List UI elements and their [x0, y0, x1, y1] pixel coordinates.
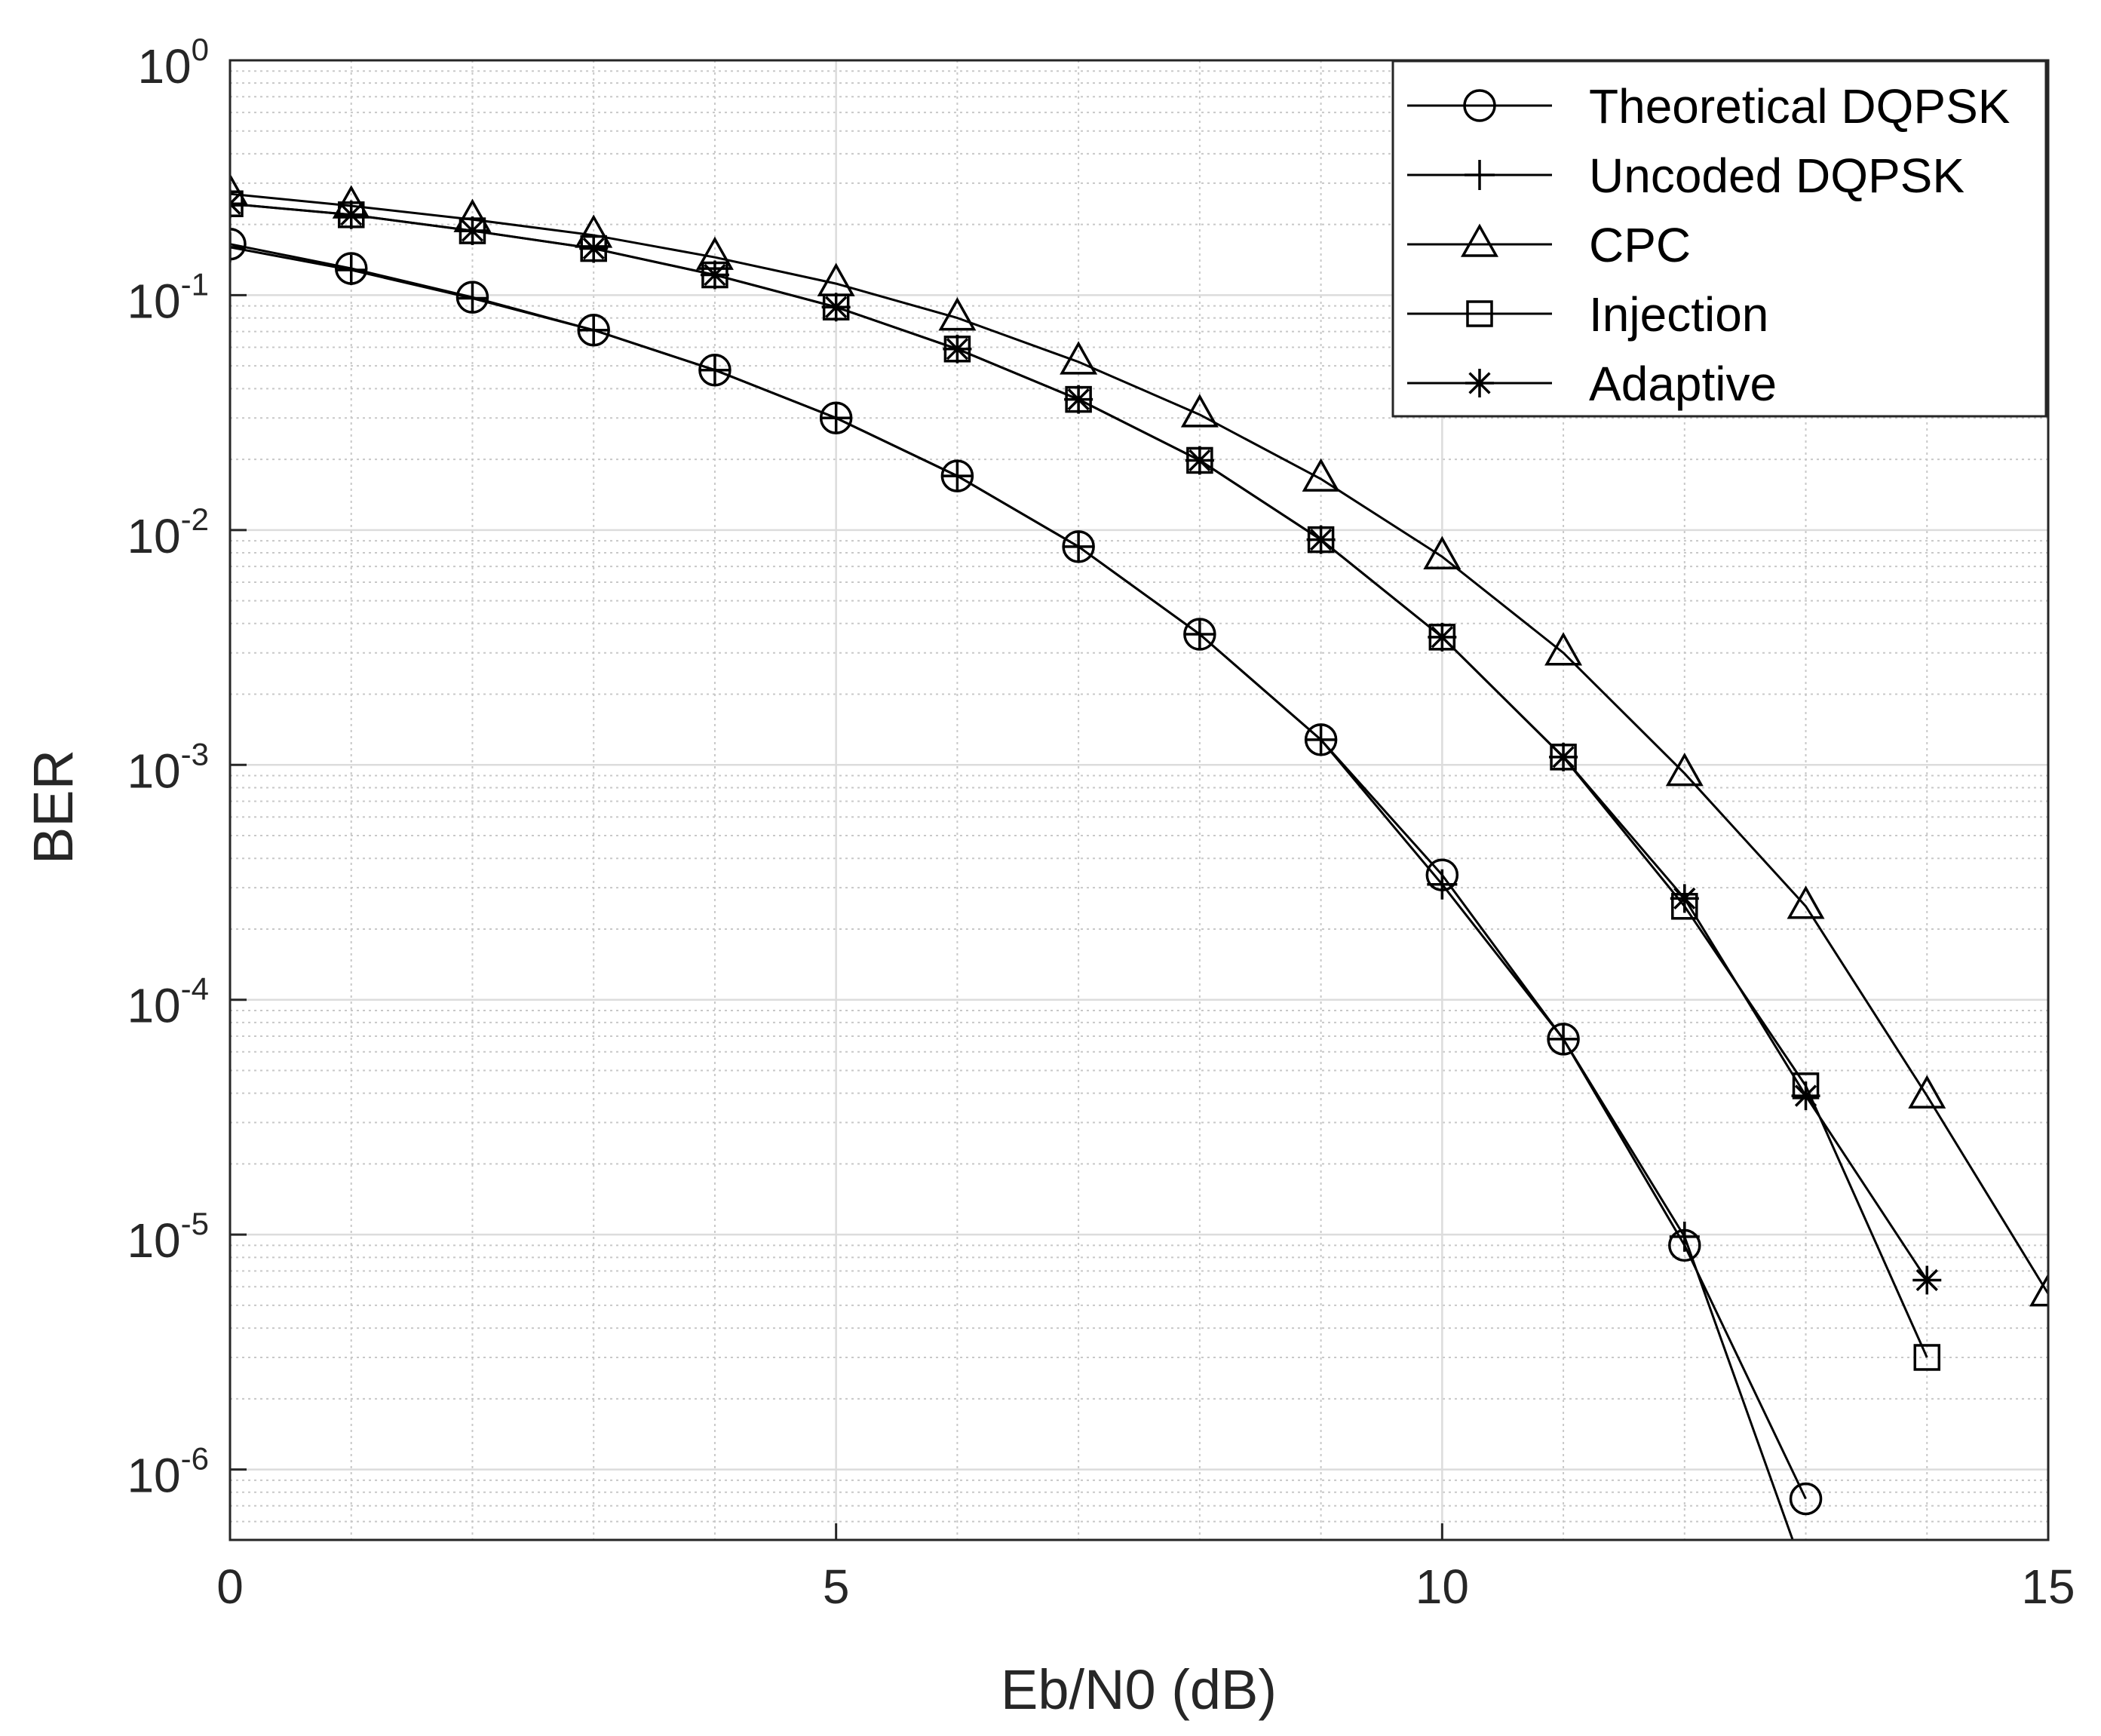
- axis-ticks: 0 5 10 15 100 10-1 10-2 10-3 10-4 10-5 10-6: [127, 32, 2075, 1614]
- data-point-adaptive: [1428, 622, 1457, 652]
- data-point-uncoded-dqpsk: [336, 255, 367, 286]
- data-point-cpc: [1060, 341, 1098, 375]
- data-point-adaptive: [1064, 385, 1093, 414]
- data-point-adaptive: [821, 293, 851, 322]
- y-tick-label: 100: [137, 32, 209, 94]
- data-point-cpc: [1908, 1075, 1946, 1109]
- x-tick-label: 5: [823, 1560, 850, 1614]
- data-point-adaptive: [1670, 884, 1699, 913]
- data-point-adaptive: [1791, 1081, 1820, 1111]
- data-point-cpc: [1787, 885, 1825, 919]
- legend-marker-theoretical-dqpsk: [1463, 89, 1496, 122]
- data-point-adaptive: [700, 260, 729, 290]
- legend-item-uncoded-dqpsk: Uncoded DQPSK: [1407, 149, 1965, 203]
- data-point-adaptive: [458, 216, 487, 246]
- data-point-uncoded-dqpsk: [230, 232, 245, 262]
- data-point-cpc: [1302, 458, 1340, 492]
- data-point-uncoded-dqpsk: [1669, 1221, 1700, 1252]
- data-point-cpc: [1423, 535, 1461, 569]
- data-point-cpc: [1180, 394, 1219, 428]
- y-tick-label: 10-5: [127, 1206, 209, 1268]
- data-point-uncoded-dqpsk: [578, 314, 609, 345]
- data-point-adaptive: [1912, 1265, 1942, 1295]
- data-point-uncoded-dqpsk: [942, 461, 973, 492]
- legend-marker-uncoded-dqpsk: [1465, 160, 1495, 190]
- data-point-adaptive: [1549, 742, 1578, 771]
- series-line-uncoded-dqpsk: [230, 246, 1794, 1540]
- series-line-cpc: [230, 192, 2048, 1295]
- data-point-cpc: [1665, 752, 1704, 787]
- data-point-cpc: [938, 297, 977, 331]
- legend-marker-injection: [1466, 300, 1493, 327]
- legend-label-cpc: CPC: [1589, 218, 1691, 272]
- data-point-theoretical-dqpsk: [230, 227, 247, 261]
- legend-box: [1391, 60, 2047, 418]
- x-tick-label: 0: [216, 1560, 244, 1614]
- series-layer: [230, 173, 2048, 1540]
- legend-item-theoretical-dqpsk: Theoretical DQPSK: [1407, 79, 2010, 133]
- data-point-theoretical-dqpsk: [1789, 1482, 1823, 1516]
- data-point-uncoded-dqpsk: [1184, 619, 1215, 650]
- legend-label-uncoded-dqpsk: Uncoded DQPSK: [1589, 149, 1965, 203]
- legend: Theoretical DQPSK Uncoded DQPSK CPC Injecti…: [1391, 60, 2047, 418]
- legend-marker-adaptive: [1465, 369, 1494, 397]
- y-tick-label: 10-1: [127, 266, 209, 328]
- data-point-adaptive: [943, 334, 972, 363]
- y-tick-label: 10-4: [127, 971, 209, 1033]
- data-point-uncoded-dqpsk: [699, 354, 730, 385]
- legend-item-adaptive: Adaptive: [1407, 357, 1777, 411]
- legend-label-adaptive: Adaptive: [1589, 357, 1777, 411]
- data-point-uncoded-dqpsk: [457, 283, 488, 314]
- data-point-cpc: [1544, 632, 1583, 666]
- data-point-adaptive: [1185, 446, 1214, 475]
- data-point-uncoded-dqpsk: [1063, 531, 1094, 562]
- x-tick-label: 15: [2021, 1560, 2075, 1614]
- legend-marker-cpc: [1461, 223, 1498, 257]
- data-point-adaptive: [336, 200, 366, 229]
- y-tick-label: 10-3: [127, 736, 209, 798]
- data-point-uncoded-dqpsk: [1305, 724, 1336, 755]
- legend-item-injection: Injection: [1407, 287, 1768, 342]
- legend-item-cpc: CPC: [1407, 218, 1691, 272]
- data-point-uncoded-dqpsk: [1548, 1023, 1579, 1054]
- data-point-cpc: [2029, 1272, 2048, 1307]
- legend-label-theoretical-dqpsk: Theoretical DQPSK: [1589, 79, 2010, 133]
- data-point-adaptive: [579, 234, 609, 263]
- y-axis-title: BER: [22, 750, 84, 864]
- x-axis-title: Eb/N0 (dB): [1001, 1658, 1277, 1721]
- legend-label-injection: Injection: [1589, 287, 1768, 342]
- series-adaptive: [230, 189, 1942, 1295]
- data-point-adaptive: [1306, 525, 1336, 554]
- y-tick-label: 10-6: [127, 1441, 209, 1503]
- data-point-injection: [1913, 1344, 1941, 1371]
- plot-frame: [229, 59, 2050, 1541]
- data-point-uncoded-dqpsk: [1427, 869, 1458, 900]
- y-tick-label: 10-2: [127, 501, 209, 563]
- series-uncoded-dqpsk: [230, 232, 1794, 1540]
- x-tick-label: 10: [1415, 1560, 1469, 1614]
- data-point-uncoded-dqpsk: [820, 403, 851, 434]
